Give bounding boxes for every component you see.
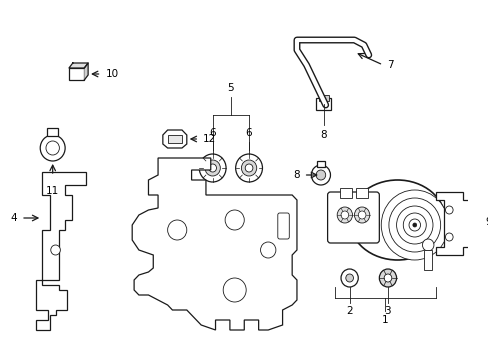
Circle shape	[204, 160, 220, 176]
Circle shape	[244, 164, 252, 172]
FancyBboxPatch shape	[327, 192, 379, 243]
Circle shape	[345, 274, 353, 282]
Bar	[356, 188, 367, 198]
Text: 2: 2	[346, 306, 352, 316]
Circle shape	[381, 190, 447, 260]
Circle shape	[223, 278, 245, 302]
Polygon shape	[36, 172, 86, 330]
Circle shape	[396, 206, 432, 244]
Bar	[339, 188, 351, 198]
Polygon shape	[69, 63, 88, 68]
Circle shape	[340, 211, 348, 219]
Text: 7: 7	[386, 60, 393, 70]
Polygon shape	[435, 192, 468, 255]
Circle shape	[208, 164, 216, 172]
Circle shape	[412, 223, 416, 227]
Circle shape	[224, 210, 244, 230]
Text: 8: 8	[320, 130, 326, 140]
Circle shape	[311, 165, 330, 185]
Bar	[315, 98, 331, 110]
Circle shape	[315, 170, 325, 180]
Text: 12: 12	[203, 134, 216, 144]
Circle shape	[388, 198, 440, 252]
Text: 10: 10	[105, 69, 118, 79]
Circle shape	[408, 219, 420, 231]
Bar	[47, 128, 58, 136]
Text: 6: 6	[209, 128, 216, 138]
Bar	[424, 250, 431, 270]
Circle shape	[51, 245, 60, 255]
Text: 8: 8	[293, 170, 299, 180]
Text: 3: 3	[384, 306, 390, 316]
Circle shape	[199, 154, 225, 182]
Text: 6: 6	[245, 128, 252, 138]
Circle shape	[167, 220, 186, 240]
Circle shape	[241, 160, 256, 176]
FancyBboxPatch shape	[277, 213, 289, 239]
Text: 1: 1	[381, 315, 387, 325]
Text: 5: 5	[227, 83, 234, 93]
Circle shape	[235, 154, 262, 182]
Circle shape	[337, 207, 352, 223]
Text: 11: 11	[46, 186, 59, 196]
Circle shape	[379, 269, 396, 287]
Text: 4: 4	[11, 213, 17, 223]
Bar	[167, 135, 182, 143]
Bar	[69, 68, 84, 80]
Circle shape	[445, 206, 452, 214]
Bar	[318, 95, 328, 101]
Circle shape	[354, 207, 369, 223]
Circle shape	[260, 242, 275, 258]
Circle shape	[422, 239, 433, 251]
Ellipse shape	[349, 180, 445, 260]
Text: 9: 9	[485, 217, 488, 227]
Circle shape	[403, 213, 426, 237]
Polygon shape	[163, 130, 186, 148]
Circle shape	[384, 274, 391, 282]
Circle shape	[358, 211, 365, 219]
Circle shape	[46, 141, 59, 155]
Polygon shape	[84, 63, 88, 80]
Bar	[316, 161, 324, 167]
Circle shape	[445, 233, 452, 241]
Polygon shape	[132, 158, 296, 330]
Circle shape	[40, 135, 65, 161]
Circle shape	[340, 269, 358, 287]
